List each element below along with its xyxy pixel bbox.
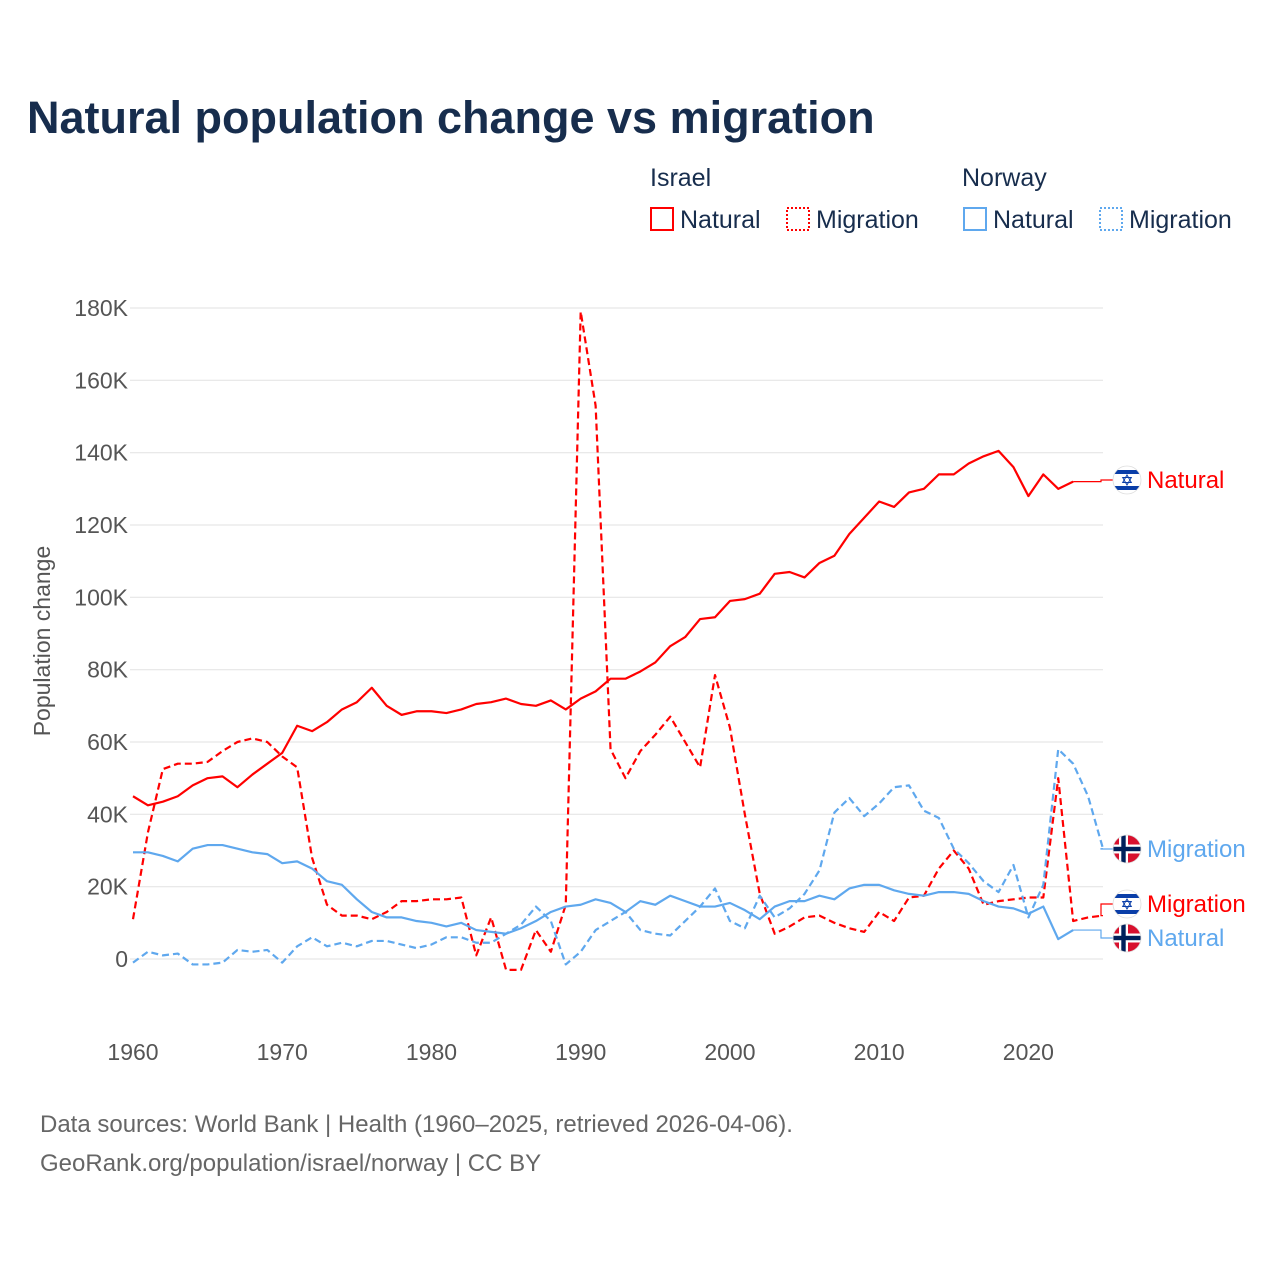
y-tick-label: 40K (87, 801, 129, 827)
series-line-norway-natural[interactable] (133, 843, 1074, 941)
chart-title: Natural population change vs migration (27, 92, 875, 143)
x-tick-label: 2000 (704, 1039, 755, 1065)
end-label: Natural (1147, 467, 1224, 494)
x-axis: 1960 1970 1980 1990 2000 2010 2020 (107, 1039, 1054, 1065)
end-labels: Natural Migration Natural Migration (1073, 465, 1246, 953)
y-tick-label: 20K (87, 874, 129, 900)
x-tick-label: 2020 (1003, 1039, 1054, 1065)
x-tick-label: 1980 (406, 1039, 457, 1065)
footer-link[interactable]: GeoRank.org/population/israel/norway | C… (40, 1150, 541, 1177)
footer-sources: Data sources: World Bank | Health (1960–… (40, 1111, 793, 1138)
legend-swatch-israel-migration (786, 207, 810, 231)
label-connector (1073, 929, 1113, 939)
legend-item-norway-migration[interactable]: Migration (1129, 206, 1232, 234)
legend-item-israel-natural[interactable]: Natural (680, 206, 761, 234)
x-tick-label: 1960 (107, 1039, 158, 1065)
series-line-israel-migration[interactable] (131, 310, 1104, 971)
israel-flag-icon (1112, 465, 1142, 495)
y-tick-label: 120K (74, 512, 128, 538)
x-tick-label: 1970 (257, 1039, 308, 1065)
y-tick-label: 0 (115, 946, 128, 972)
legend-item-israel-migration[interactable]: Migration (816, 206, 919, 234)
y-tick-label: 140K (74, 440, 128, 466)
end-label: Migration (1147, 891, 1246, 918)
legend-swatch-israel-natural (650, 207, 674, 231)
series-lines (131, 310, 1105, 971)
legend-group-norway: Norway (962, 164, 1047, 192)
end-label: Migration (1147, 836, 1246, 863)
y-tick-label: 100K (74, 584, 128, 610)
norway-flag-icon (1112, 834, 1142, 864)
x-tick-label: 1990 (555, 1039, 606, 1065)
y-tick-label: 180K (74, 295, 128, 321)
series-line-norway-migration[interactable] (132, 748, 1105, 966)
legend: Israel Norway Natural Migration Natural … (650, 164, 1232, 234)
israel-flag-icon (1112, 889, 1142, 919)
legend-swatch-norway-natural (963, 207, 987, 231)
legend-swatch-norway-migration (1099, 207, 1123, 231)
x-tick-label: 2010 (854, 1039, 905, 1065)
label-connector (1100, 903, 1113, 917)
y-axis-label: Population change (29, 546, 55, 737)
end-label: Natural (1147, 925, 1224, 952)
series-line-israel-natural[interactable] (132, 449, 1074, 807)
y-tick-label: 160K (74, 367, 128, 393)
legend-group-israel: Israel (650, 164, 711, 192)
legend-item-norway-natural[interactable]: Natural (993, 206, 1074, 234)
y-tick-label: 80K (87, 657, 129, 683)
norway-flag-icon (1112, 923, 1142, 953)
y-tick-label: 60K (87, 729, 129, 755)
y-axis: 0 20K 40K 60K 80K 100K 120K 140K 160K 180K (74, 295, 128, 972)
gridlines (130, 307, 1103, 960)
label-connector (1073, 479, 1113, 483)
